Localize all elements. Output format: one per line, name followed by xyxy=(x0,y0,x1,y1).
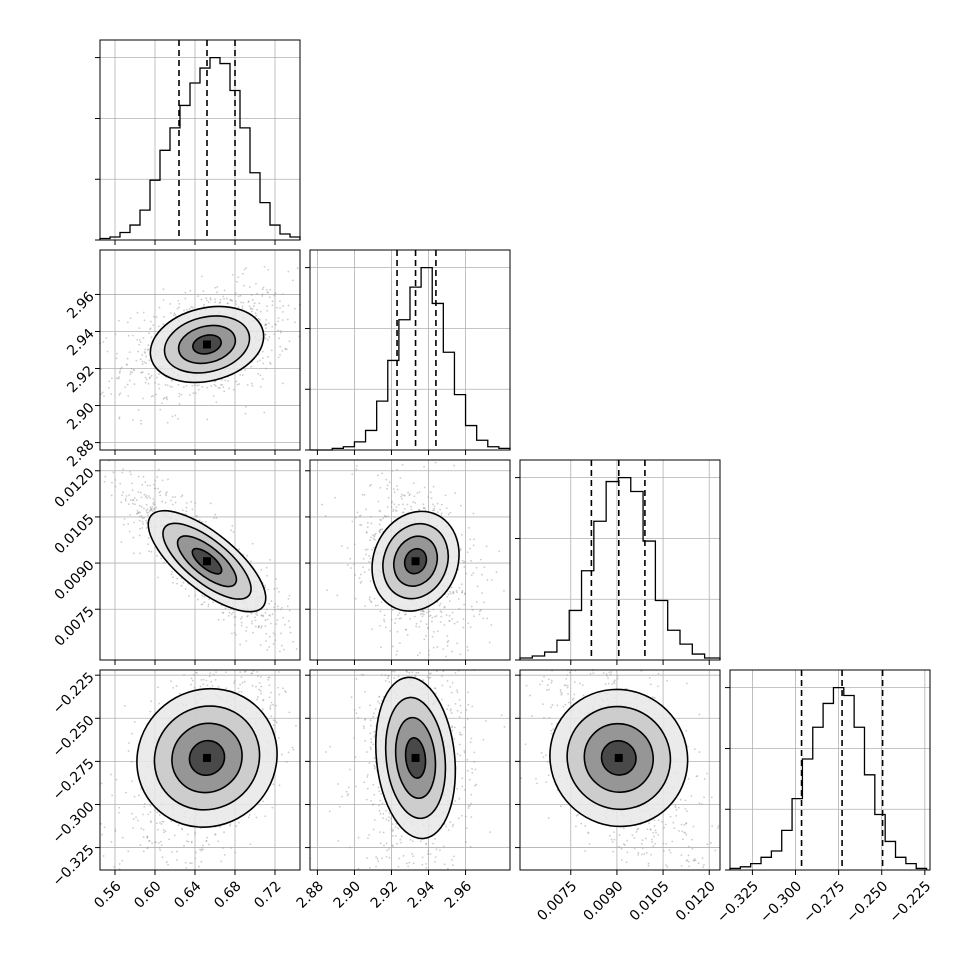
y-tick-label-1-2: 2.92 xyxy=(64,363,97,396)
y-tick-label-3-4: −0.225 xyxy=(50,670,98,718)
x-tick-label-3-2: −0.275 xyxy=(800,878,848,926)
panel-3-0-peak xyxy=(203,754,211,762)
y-tick-label-3-1: −0.300 xyxy=(50,799,98,847)
x-tick-label-0-2: 0.64 xyxy=(171,878,204,911)
panel-2-2-background xyxy=(520,460,720,660)
y-tick-label-2-2: 0.0105 xyxy=(52,511,98,557)
y-tick-label-1-4: 2.96 xyxy=(64,289,97,322)
x-tick-label-1-3: 2.94 xyxy=(405,878,438,911)
x-tick-label-0-4: 0.72 xyxy=(251,878,284,911)
y-tick-label-2-0: 0.0075 xyxy=(52,604,98,650)
x-tick-label-2-3: 0.0120 xyxy=(673,878,719,924)
x-tick-label-3-0: −0.325 xyxy=(714,878,762,926)
x-tick-label-2-1: 0.0090 xyxy=(581,878,627,924)
y-tick-label-3-0: −0.325 xyxy=(50,842,98,890)
x-tick-label-2-0: 0.0075 xyxy=(534,878,580,924)
y-tick-label-1-0: 2.88 xyxy=(64,437,97,470)
panel-2-0-peak xyxy=(203,557,211,565)
x-tick-label-1-0: 2.88 xyxy=(294,878,327,911)
x-tick-label-0-0: 0.56 xyxy=(91,878,124,911)
x-tick-label-3-1: −0.300 xyxy=(757,878,805,926)
x-tick-label-1-4: 2.96 xyxy=(442,878,475,911)
y-tick-label-2-3: 0.0120 xyxy=(52,465,98,511)
x-tick-label-1-2: 2.92 xyxy=(368,878,401,911)
panel-1-1-background xyxy=(310,250,510,450)
x-tick-label-3-4: −0.225 xyxy=(886,878,934,926)
panel-3-1-peak xyxy=(412,754,420,762)
y-tick-label-1-3: 2.94 xyxy=(64,326,97,359)
y-tick-label-3-2: −0.275 xyxy=(50,756,98,804)
y-tick-label-2-1: 0.0090 xyxy=(52,557,98,603)
panel-1-0-peak xyxy=(203,340,211,348)
panel-3-3-background xyxy=(730,670,930,870)
x-tick-label-1-1: 2.90 xyxy=(331,878,364,911)
y-tick-label-1-1: 2.90 xyxy=(64,400,97,433)
x-tick-label-2-2: 0.0105 xyxy=(627,878,673,924)
x-tick-label-0-3: 0.68 xyxy=(211,878,244,911)
panel-2-1-peak xyxy=(412,557,420,565)
panel-3-2-peak xyxy=(615,754,623,762)
x-tick-label-0-1: 0.60 xyxy=(131,878,164,911)
x-tick-label-3-3: −0.250 xyxy=(843,878,891,926)
y-tick-label-3-3: −0.250 xyxy=(50,713,98,761)
